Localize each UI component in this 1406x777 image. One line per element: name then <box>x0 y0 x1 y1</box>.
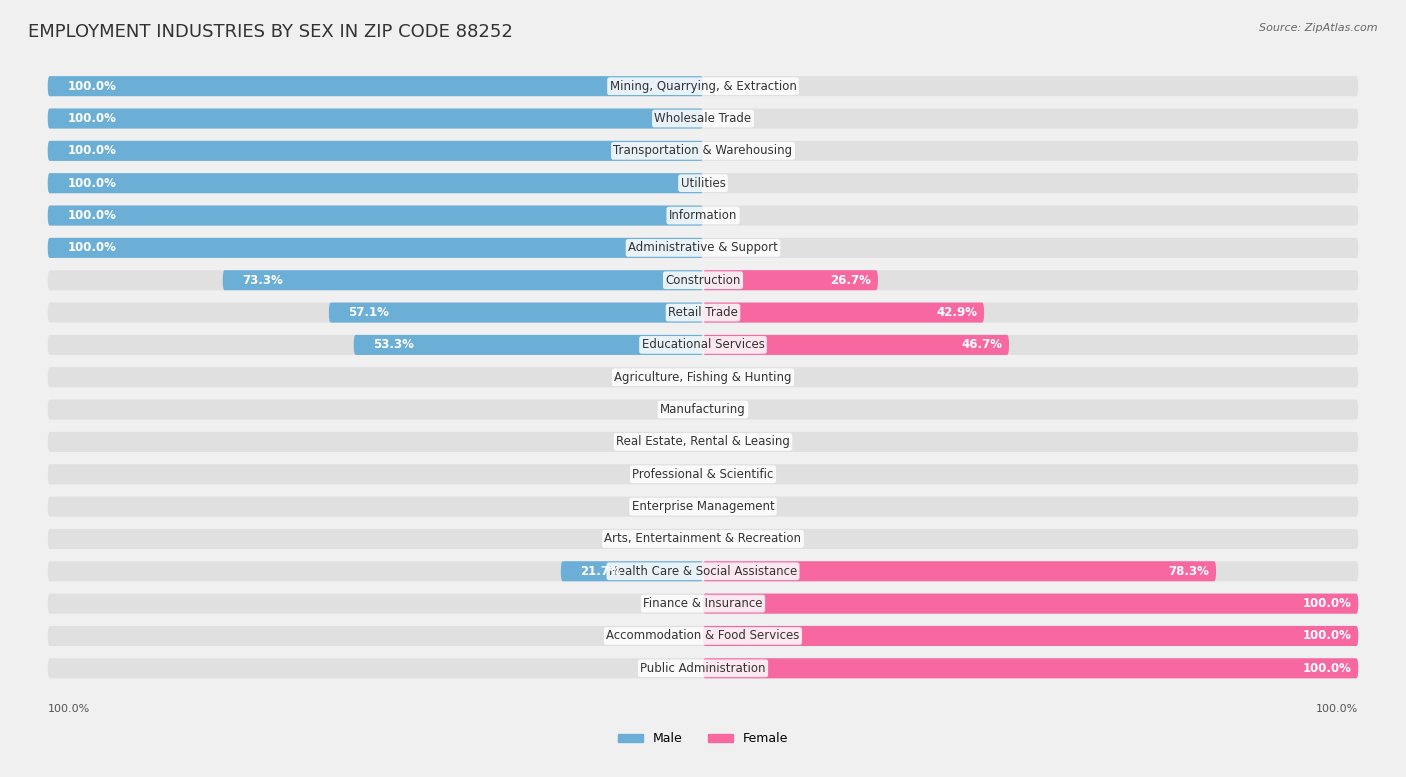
FancyBboxPatch shape <box>329 302 703 322</box>
Text: Transportation & Warehousing: Transportation & Warehousing <box>613 145 793 158</box>
FancyBboxPatch shape <box>703 561 1216 581</box>
Text: 100.0%: 100.0% <box>67 176 117 190</box>
Text: Health Care & Social Assistance: Health Care & Social Assistance <box>609 565 797 578</box>
Text: Administrative & Support: Administrative & Support <box>628 242 778 254</box>
FancyBboxPatch shape <box>48 497 1358 517</box>
FancyBboxPatch shape <box>48 368 1358 387</box>
Text: 46.7%: 46.7% <box>962 339 1002 351</box>
FancyBboxPatch shape <box>703 626 1358 646</box>
Text: Arts, Entertainment & Recreation: Arts, Entertainment & Recreation <box>605 532 801 545</box>
Text: 53.3%: 53.3% <box>374 339 415 351</box>
FancyBboxPatch shape <box>222 270 703 291</box>
FancyBboxPatch shape <box>48 206 1358 225</box>
Text: EMPLOYMENT INDUSTRIES BY SEX IN ZIP CODE 88252: EMPLOYMENT INDUSTRIES BY SEX IN ZIP CODE… <box>28 23 513 41</box>
FancyBboxPatch shape <box>48 302 1358 322</box>
Text: 73.3%: 73.3% <box>242 274 283 287</box>
FancyBboxPatch shape <box>48 141 1358 161</box>
FancyBboxPatch shape <box>48 206 703 225</box>
Text: 100.0%: 100.0% <box>67 80 117 92</box>
FancyBboxPatch shape <box>48 464 1358 484</box>
Text: Accommodation & Food Services: Accommodation & Food Services <box>606 629 800 643</box>
FancyBboxPatch shape <box>48 626 1358 646</box>
FancyBboxPatch shape <box>48 238 1358 258</box>
FancyBboxPatch shape <box>48 399 1358 420</box>
FancyBboxPatch shape <box>48 141 703 161</box>
Text: 100.0%: 100.0% <box>67 242 117 254</box>
FancyBboxPatch shape <box>48 76 1358 96</box>
FancyBboxPatch shape <box>48 561 1358 581</box>
Text: Agriculture, Fishing & Hunting: Agriculture, Fishing & Hunting <box>614 371 792 384</box>
FancyBboxPatch shape <box>703 302 984 322</box>
FancyBboxPatch shape <box>48 529 1358 549</box>
Text: 100.0%: 100.0% <box>1303 662 1351 674</box>
Text: 100.0%: 100.0% <box>1316 704 1358 714</box>
Text: 57.1%: 57.1% <box>349 306 389 319</box>
Text: Information: Information <box>669 209 737 222</box>
FancyBboxPatch shape <box>48 76 703 96</box>
Text: Real Estate, Rental & Leasing: Real Estate, Rental & Leasing <box>616 435 790 448</box>
FancyBboxPatch shape <box>703 594 1358 614</box>
Text: 100.0%: 100.0% <box>1303 629 1351 643</box>
Text: Mining, Quarrying, & Extraction: Mining, Quarrying, & Extraction <box>610 80 796 92</box>
FancyBboxPatch shape <box>354 335 703 355</box>
FancyBboxPatch shape <box>48 109 703 128</box>
FancyBboxPatch shape <box>48 173 703 193</box>
Text: 100.0%: 100.0% <box>67 209 117 222</box>
FancyBboxPatch shape <box>48 238 703 258</box>
FancyBboxPatch shape <box>703 658 1358 678</box>
FancyBboxPatch shape <box>48 594 1358 614</box>
FancyBboxPatch shape <box>48 173 1358 193</box>
FancyBboxPatch shape <box>561 561 703 581</box>
Text: 100.0%: 100.0% <box>67 145 117 158</box>
Text: Educational Services: Educational Services <box>641 339 765 351</box>
Text: 100.0%: 100.0% <box>1303 597 1351 610</box>
Text: 100.0%: 100.0% <box>67 112 117 125</box>
Text: 78.3%: 78.3% <box>1168 565 1209 578</box>
Legend: Male, Female: Male, Female <box>613 727 793 751</box>
FancyBboxPatch shape <box>48 335 1358 355</box>
Text: Retail Trade: Retail Trade <box>668 306 738 319</box>
Text: Utilities: Utilities <box>681 176 725 190</box>
FancyBboxPatch shape <box>48 109 1358 128</box>
Text: Manufacturing: Manufacturing <box>661 403 745 416</box>
Text: Enterprise Management: Enterprise Management <box>631 500 775 513</box>
FancyBboxPatch shape <box>48 432 1358 452</box>
FancyBboxPatch shape <box>703 270 877 291</box>
Text: Construction: Construction <box>665 274 741 287</box>
FancyBboxPatch shape <box>48 658 1358 678</box>
Text: 21.7%: 21.7% <box>581 565 621 578</box>
FancyBboxPatch shape <box>703 335 1010 355</box>
Text: 42.9%: 42.9% <box>936 306 977 319</box>
Text: 26.7%: 26.7% <box>831 274 872 287</box>
Text: Wholesale Trade: Wholesale Trade <box>654 112 752 125</box>
Text: 100.0%: 100.0% <box>48 704 90 714</box>
Text: Professional & Scientific: Professional & Scientific <box>633 468 773 481</box>
Text: Finance & Insurance: Finance & Insurance <box>644 597 762 610</box>
Text: Source: ZipAtlas.com: Source: ZipAtlas.com <box>1260 23 1378 33</box>
Text: Public Administration: Public Administration <box>640 662 766 674</box>
FancyBboxPatch shape <box>48 270 1358 291</box>
